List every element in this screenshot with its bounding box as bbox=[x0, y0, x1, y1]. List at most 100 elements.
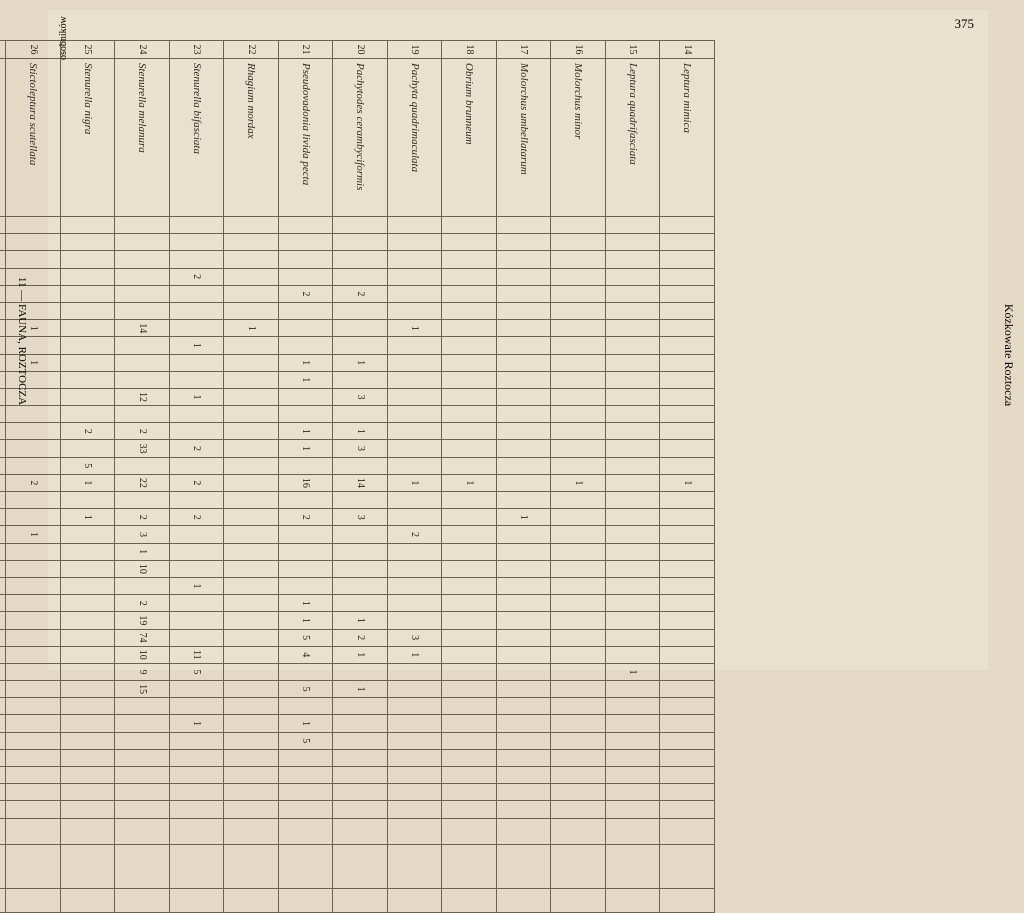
data-cell bbox=[6, 784, 61, 801]
left-caption: 11 — FAUNA, ROZTOCZA bbox=[16, 277, 28, 405]
data-cell bbox=[551, 526, 606, 543]
data-cell bbox=[6, 767, 61, 784]
data-cell bbox=[115, 801, 170, 818]
data-cell bbox=[6, 646, 61, 663]
data-cell bbox=[551, 818, 606, 844]
data-cell bbox=[387, 251, 442, 268]
data-cell bbox=[0, 371, 6, 388]
data-cell bbox=[551, 612, 606, 629]
data-cell bbox=[278, 406, 333, 423]
data-cell bbox=[6, 371, 61, 388]
data-cell: 1 bbox=[6, 526, 61, 543]
data-cell bbox=[442, 767, 497, 784]
data-cell bbox=[60, 844, 115, 888]
data-cell: 4 bbox=[278, 646, 333, 663]
data-cell bbox=[6, 629, 61, 646]
data-cell bbox=[0, 217, 6, 234]
data-cell bbox=[169, 844, 224, 888]
data-cell bbox=[224, 681, 279, 698]
data-cell bbox=[0, 492, 6, 509]
data-cell: 1 bbox=[278, 354, 333, 371]
data-cell bbox=[169, 302, 224, 319]
row-number: 19 bbox=[387, 41, 442, 59]
data-cell bbox=[278, 749, 333, 766]
data-cell: 1 bbox=[6, 320, 61, 337]
data-cell bbox=[387, 406, 442, 423]
data-cell bbox=[496, 818, 551, 844]
data-cell bbox=[224, 560, 279, 577]
data-cell bbox=[169, 818, 224, 844]
data-cell bbox=[0, 543, 6, 560]
data-cell: 1 bbox=[278, 440, 333, 457]
data-cell bbox=[224, 698, 279, 715]
data-cell bbox=[605, 285, 660, 302]
data-cell bbox=[278, 234, 333, 251]
data-cell bbox=[605, 423, 660, 440]
data-cell bbox=[333, 818, 388, 844]
data-cell: 2 bbox=[278, 285, 333, 302]
data-cell bbox=[605, 234, 660, 251]
data-cell bbox=[115, 732, 170, 749]
row-number: 14 bbox=[660, 41, 715, 59]
data-cell bbox=[387, 663, 442, 680]
data-cell bbox=[6, 888, 61, 912]
data-cell bbox=[496, 234, 551, 251]
data-cell bbox=[551, 749, 606, 766]
data-cell bbox=[115, 715, 170, 732]
data-cell bbox=[333, 732, 388, 749]
data-cell bbox=[6, 844, 61, 888]
data-cell bbox=[551, 767, 606, 784]
data-cell bbox=[333, 595, 388, 612]
data-cell bbox=[278, 388, 333, 405]
data-cell: 1 bbox=[387, 474, 442, 491]
data-cell bbox=[387, 767, 442, 784]
data-cell: 2 bbox=[169, 440, 224, 457]
data-cell bbox=[387, 801, 442, 818]
data-cell: 15 bbox=[115, 681, 170, 698]
data-cell: 1 bbox=[169, 337, 224, 354]
data-cell: 1 bbox=[333, 681, 388, 698]
data-cell bbox=[605, 844, 660, 888]
data-cell bbox=[605, 440, 660, 457]
species-name: Molorchus minor bbox=[551, 59, 606, 217]
data-cell bbox=[551, 888, 606, 912]
data-cell: 5 bbox=[169, 663, 224, 680]
data-cell bbox=[0, 698, 6, 715]
data-cell bbox=[387, 560, 442, 577]
data-cell bbox=[6, 715, 61, 732]
data-cell bbox=[224, 526, 279, 543]
row-number: 27 bbox=[0, 41, 6, 59]
data-cell bbox=[115, 302, 170, 319]
data-cell: 22 bbox=[115, 474, 170, 491]
data-cell bbox=[224, 423, 279, 440]
data-cell bbox=[6, 302, 61, 319]
data-cell bbox=[496, 698, 551, 715]
data-cell bbox=[605, 629, 660, 646]
data-cell bbox=[224, 302, 279, 319]
data-cell bbox=[278, 801, 333, 818]
data-cell bbox=[224, 509, 279, 526]
data-cell: 2 bbox=[333, 285, 388, 302]
data-cell bbox=[333, 492, 388, 509]
data-cell: 2 bbox=[60, 423, 115, 440]
data-cell bbox=[660, 268, 715, 285]
data-cell bbox=[169, 217, 224, 234]
data-cell bbox=[496, 784, 551, 801]
data-cell: 2 bbox=[6, 474, 61, 491]
data-cell bbox=[387, 457, 442, 474]
data-cell bbox=[442, 406, 497, 423]
data-cell bbox=[660, 526, 715, 543]
data-cell bbox=[333, 302, 388, 319]
data-cell bbox=[496, 577, 551, 594]
data-cell bbox=[224, 888, 279, 912]
data-cell: 2 bbox=[115, 423, 170, 440]
data-cell bbox=[0, 251, 6, 268]
data-cell bbox=[6, 388, 61, 405]
data-cell bbox=[660, 844, 715, 888]
data-cell bbox=[6, 217, 61, 234]
data-cell bbox=[60, 784, 115, 801]
data-cell bbox=[169, 423, 224, 440]
table-container: 14Leptura mimica115Leptura quadrifasciat… bbox=[0, 40, 715, 658]
data-cell bbox=[333, 406, 388, 423]
data-cell bbox=[278, 320, 333, 337]
